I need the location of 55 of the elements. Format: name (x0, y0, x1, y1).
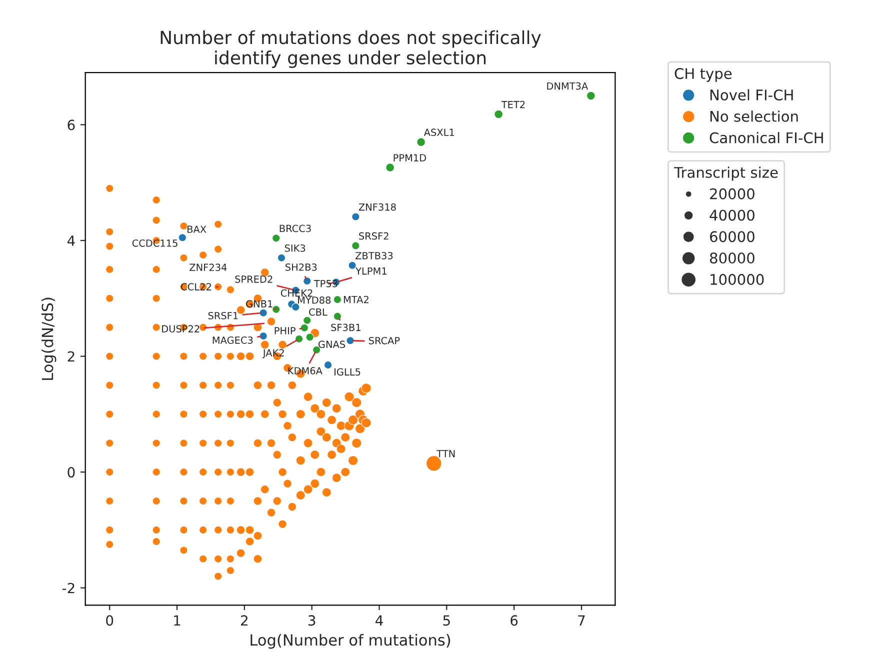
chart-title: Number of mutations does not specifically identify genes under selection (160, 30, 541, 68)
x-tick-label: 6 (510, 615, 518, 626)
legend-title: CH type (674, 68, 732, 82)
annotation: GNAS (318, 340, 346, 348)
annotation: SRSF2 (359, 232, 388, 240)
annotation: ASXL1 (424, 128, 454, 136)
annotation: CBL (309, 308, 328, 316)
annotation: BRCC3 (280, 224, 311, 232)
annotation: SRCAP (368, 336, 400, 344)
annotation: TET2 (501, 100, 525, 108)
annotation: JAK2 (262, 349, 284, 358)
legend-label: Canonical FI-CH (710, 132, 823, 144)
annotation: SPRED2 (235, 275, 272, 283)
annotation: YLPM1 (356, 268, 386, 275)
annotation: TTN (436, 450, 455, 458)
annotation: TP53 (314, 280, 338, 288)
legend-label: 80000 (710, 252, 754, 264)
annotation: IGLL5 (334, 368, 360, 376)
annotation: PHIP (274, 327, 296, 334)
legend-label: 40000 (710, 210, 754, 221)
x-tick-label: 2 (241, 615, 248, 626)
x-tick-label: 7 (578, 615, 585, 626)
annotation: SF3B1 (331, 324, 360, 332)
legend-label: 100000 (710, 274, 764, 285)
y-tick-label: 6 (68, 120, 75, 130)
annotation: ZBTB33 (356, 252, 393, 260)
annotation: SRSF1 (208, 312, 238, 320)
x-tick-label: 3 (308, 615, 316, 626)
annotation: MTA2 (344, 296, 368, 304)
x-tick-label: 0 (106, 615, 114, 626)
y-tick-label: 2 (68, 351, 74, 362)
y-tick-label: 4 (67, 236, 75, 246)
annotation: MAGEC3 (212, 336, 253, 344)
x-tick-label: 4 (376, 615, 383, 626)
y-tick-label: 0 (68, 467, 75, 478)
text: Transcript size (674, 166, 778, 181)
annotation: PPM1D (394, 154, 426, 162)
annotation: ZNF234 (190, 264, 227, 272)
y-axis-title: Log(dN/dS) (41, 298, 56, 380)
annotation: MYD88 (298, 296, 331, 304)
x-tick-label: 1 (174, 615, 180, 626)
x-tick-label: 5 (443, 615, 450, 626)
annotation: CHEK2 (280, 289, 312, 297)
annotation: DNMT3A (547, 82, 588, 90)
annotation: SH2B3 (286, 263, 317, 271)
annotation: CCDC115 (132, 239, 178, 247)
legend-label: No selection (710, 110, 798, 122)
annotation: ZNF318 (358, 203, 396, 211)
legend-label: 20000 (710, 188, 754, 200)
legend-label: Novel FI-CH (710, 89, 793, 100)
x-axis-title: Log(Number of mutations) (250, 634, 450, 649)
y-tick-label: -2 (62, 582, 74, 594)
annotation: BAX (188, 226, 206, 233)
legend-label: 60000 (710, 231, 754, 242)
annotation: SIK3 (284, 244, 306, 252)
